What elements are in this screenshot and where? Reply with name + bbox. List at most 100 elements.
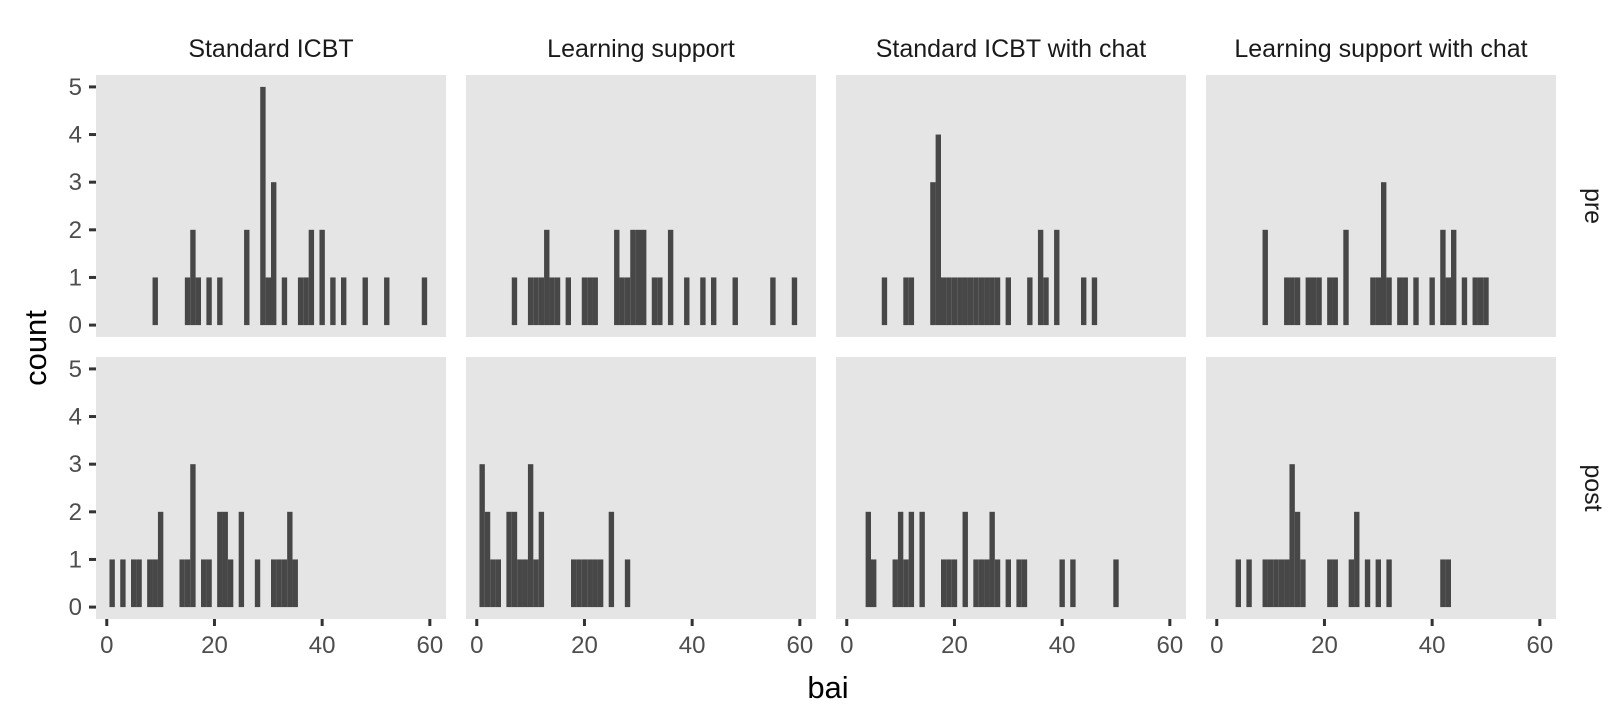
histogram-bar — [576, 559, 582, 608]
histogram-bar — [1262, 229, 1268, 326]
histogram-bar — [908, 511, 915, 608]
histogram-bar — [871, 559, 877, 608]
histogram-bar — [1332, 559, 1338, 608]
histogram-bar — [1262, 559, 1268, 608]
histogram-bar — [341, 277, 347, 326]
y-tick-label: 5 — [69, 356, 82, 383]
panel-learning-support-with-chat-pre — [1206, 75, 1556, 337]
histogram-bar — [1289, 277, 1295, 326]
histogram-bar — [1364, 559, 1371, 608]
panels-layer: Standard ICBT Learning support Standard IC… — [69, 35, 1607, 659]
histogram-bar — [711, 277, 717, 326]
histogram-bar — [946, 559, 952, 608]
histogram-bar — [184, 277, 191, 326]
x-tick-label: 0 — [840, 632, 853, 659]
x-tick-label: 60 — [1156, 632, 1183, 659]
x-tick-label: 0 — [1210, 632, 1223, 659]
histogram-bar — [587, 559, 593, 608]
histogram-bar — [222, 511, 228, 608]
x-tick-label: 20 — [941, 632, 968, 659]
histogram-bar — [287, 511, 293, 608]
histogram-bar — [941, 559, 947, 608]
histogram-bar — [303, 277, 309, 326]
histogram-bar — [184, 559, 191, 608]
histogram-bar — [1472, 277, 1478, 326]
panel-standard-icbt-pre: 0 1 2 3 4 5 — [69, 74, 446, 339]
histogram-bar — [994, 559, 1001, 608]
histogram-bar — [865, 511, 871, 608]
histogram-bar — [892, 559, 898, 608]
histogram-bar — [206, 277, 212, 326]
histogram-bar — [1477, 277, 1484, 326]
histogram-bar — [635, 229, 641, 326]
histogram-bar — [657, 277, 663, 326]
histogram-bar — [384, 277, 390, 326]
histogram-bar — [297, 277, 304, 326]
histogram-bar — [238, 511, 245, 608]
histogram-bar — [908, 277, 915, 326]
x-tick-label: 20 — [571, 632, 598, 659]
histogram-bar — [533, 277, 539, 326]
histogram-bar — [201, 559, 207, 608]
row-label-post: post — [1579, 464, 1607, 511]
histogram-bar — [592, 277, 598, 326]
histogram-bar — [533, 559, 539, 608]
histogram-bar — [506, 511, 512, 608]
histogram-bar — [511, 511, 518, 608]
y-axis-title: count — [18, 310, 53, 386]
histogram-bar — [538, 277, 545, 326]
histogram-bar — [641, 229, 647, 326]
histogram-bar — [1440, 559, 1446, 608]
histogram-bar — [1375, 277, 1381, 326]
histogram-bar — [292, 559, 298, 608]
histogram-bar — [630, 229, 636, 326]
histogram-bar — [951, 559, 958, 608]
histogram-bar — [957, 277, 963, 326]
histogram-bar — [791, 277, 798, 326]
histogram-bar — [271, 559, 277, 608]
histogram-bar — [597, 559, 604, 608]
strip-label-learning-support-with-chat: Learning support with chat — [1234, 35, 1527, 63]
histogram-bar — [1267, 559, 1274, 608]
histogram-bar — [651, 277, 658, 326]
histogram-bar — [1327, 559, 1333, 608]
histogram-bar — [1289, 464, 1295, 608]
histogram-bar — [362, 277, 368, 326]
x-tick-label: 0 — [100, 632, 113, 659]
histogram-bar — [190, 464, 196, 608]
x-tick-label: 40 — [1419, 632, 1446, 659]
histogram-bar — [554, 277, 561, 326]
histogram-bar — [1386, 277, 1392, 326]
histogram-bar — [330, 277, 336, 326]
histogram-bar — [614, 229, 620, 326]
histogram-bar — [1300, 559, 1306, 608]
panel-standard-icbt-with-chat-post: 0 20 40 60 — [836, 357, 1186, 659]
histogram-bar — [217, 277, 223, 326]
histogram-bar — [538, 511, 545, 608]
histogram-bar — [903, 277, 909, 326]
histogram-bar — [1037, 229, 1044, 326]
strip-label-standard-icbt-with-chat: Standard ICBT with chat — [876, 35, 1147, 63]
panel-learning-support-with-chat-post: 0 20 40 60 — [1206, 357, 1556, 659]
histogram-bar — [495, 559, 501, 608]
y-tick-label: 0 — [69, 312, 82, 339]
histogram-bar — [217, 511, 223, 608]
histogram-bar — [684, 277, 690, 326]
histogram-bar — [1445, 559, 1451, 608]
x-tick-label: 60 — [786, 632, 813, 659]
histogram-bar — [544, 229, 550, 326]
histogram-bar — [967, 277, 974, 326]
x-tick-label: 40 — [1049, 632, 1076, 659]
y-tick-label: 2 — [69, 217, 82, 244]
histogram-bar — [592, 559, 598, 608]
histogram-bar — [978, 559, 985, 608]
histogram-bar — [1005, 559, 1011, 608]
histogram-bar — [1461, 277, 1468, 326]
y-tick-label: 1 — [69, 264, 82, 291]
row-label-pre: pre — [1579, 188, 1607, 224]
histogram-bar — [1294, 511, 1301, 608]
histogram-bar — [903, 559, 909, 608]
histogram-bar — [1451, 229, 1457, 326]
